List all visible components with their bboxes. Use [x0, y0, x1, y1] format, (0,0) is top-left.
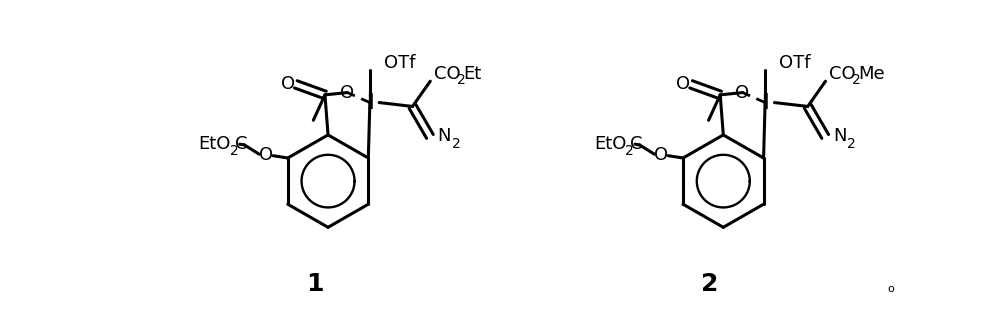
Text: Et: Et — [463, 65, 481, 83]
Text: O: O — [340, 83, 354, 102]
Text: O: O — [259, 146, 273, 164]
Text: Me: Me — [858, 65, 885, 83]
Text: 2: 2 — [701, 272, 719, 296]
Text: O: O — [735, 83, 749, 102]
Text: EtO: EtO — [199, 135, 231, 153]
Text: C: C — [235, 135, 248, 153]
Text: N: N — [833, 127, 846, 145]
Text: o: o — [887, 284, 894, 294]
Text: OTf: OTf — [384, 54, 415, 72]
Text: O: O — [281, 75, 295, 92]
Text: 2: 2 — [852, 73, 861, 87]
Text: 2: 2 — [847, 137, 856, 151]
Text: CO: CO — [434, 65, 461, 83]
Text: OTf: OTf — [779, 54, 811, 72]
Text: 2: 2 — [625, 144, 634, 158]
Text: I: I — [761, 92, 769, 113]
Text: 2: 2 — [452, 137, 460, 151]
Text: 2: 2 — [457, 73, 466, 87]
Text: 1: 1 — [306, 272, 324, 296]
Text: N: N — [438, 127, 451, 145]
Text: O: O — [676, 75, 690, 92]
Text: C: C — [630, 135, 643, 153]
Text: EtO: EtO — [594, 135, 626, 153]
Text: 2: 2 — [230, 144, 239, 158]
Text: O: O — [654, 146, 668, 164]
Text: I: I — [366, 92, 374, 113]
Text: CO: CO — [829, 65, 856, 83]
